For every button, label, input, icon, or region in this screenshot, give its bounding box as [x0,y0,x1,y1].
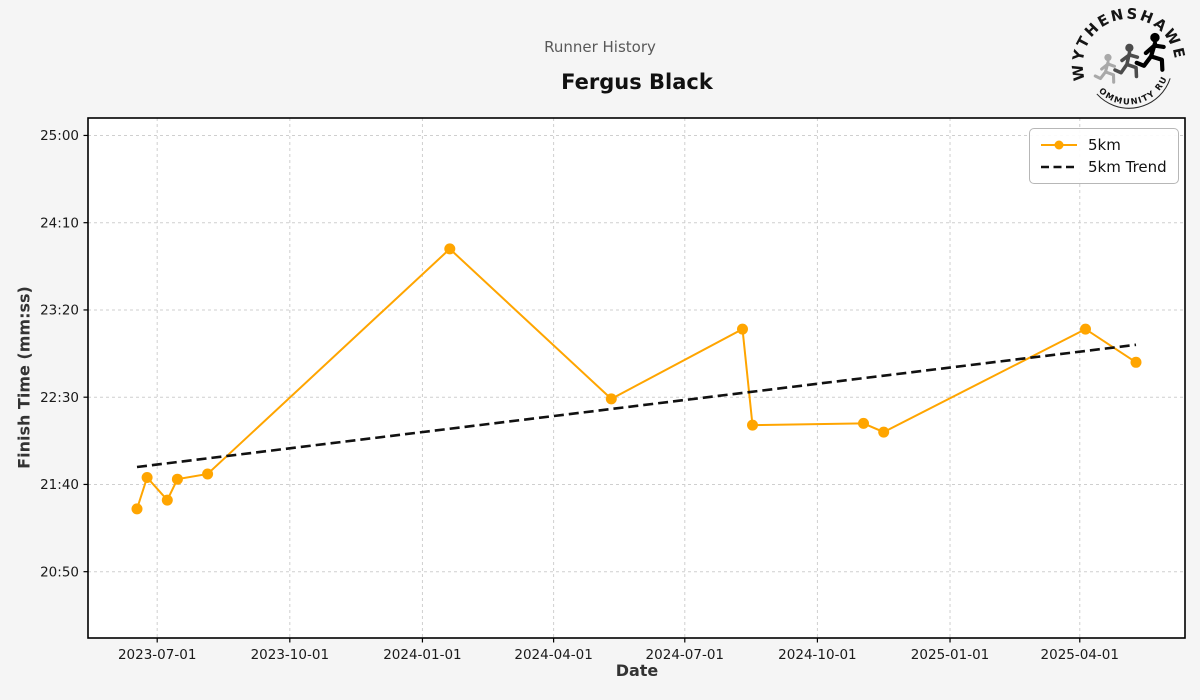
legend-entry-5km-trend: 5km Trend [1030,158,1178,176]
runner-silhouette-middle [1113,43,1140,79]
data-point [202,468,214,480]
legend-entry-5km: 5km [1030,136,1178,154]
data-point [878,426,890,438]
legend-line-with-marker-icon [1041,140,1077,150]
y-tick-label: 25:00 [40,128,79,144]
x-tick-label: 2025-01-01 [911,647,989,663]
trend-line [136,343,1137,469]
data-point [1130,356,1142,368]
x-tick-label: 2024-04-01 [514,647,592,663]
x-tick-label: 2023-07-01 [118,647,196,663]
data-point [131,503,143,515]
x-tick-label: 2024-07-01 [646,647,724,663]
legend-label-5km: 5km [1088,135,1121,154]
chart-title: Fergus Black [561,70,713,94]
runner-silhouette-left [1093,53,1117,84]
legend: 5km 5km Trend [1029,128,1179,184]
x-tick-label: 2024-10-01 [778,647,856,663]
y-tick-label: 21:40 [40,477,79,493]
y-tick-label: 20:50 [40,564,79,580]
data-point [747,419,758,431]
plot-border [87,117,1186,639]
x-axis-label: Date [615,661,659,680]
y-axis-label: Finish Time (mm:ss) [14,286,34,469]
runner-silhouette-right [1134,32,1166,72]
wythenshawe-community-run-logo: WYTHENSHAWE COMMUNITY RUN [1070,6,1188,119]
plot-area [88,118,1185,638]
data-point [171,473,183,485]
logo-ground-arc [1096,78,1171,109]
x-tick-label: 2024-01-01 [383,647,461,663]
legend-label-5km-trend: 5km Trend [1088,158,1167,177]
data-point [161,494,173,506]
legend-dashed-line-icon [1041,166,1077,169]
data-point [858,417,869,429]
data-point [605,393,617,405]
chart-subtitle: Runner History [544,38,656,56]
y-tick-label: 23:20 [40,303,79,319]
data-point [1080,323,1091,335]
y-tick-label: 24:10 [40,215,79,231]
y-tick-label: 22:30 [40,390,79,406]
data-point [444,243,456,255]
data-point [737,323,748,335]
data-point [141,472,153,483]
x-tick-label: 2025-04-01 [1041,647,1119,663]
x-tick-label: 2023-10-01 [251,647,329,663]
